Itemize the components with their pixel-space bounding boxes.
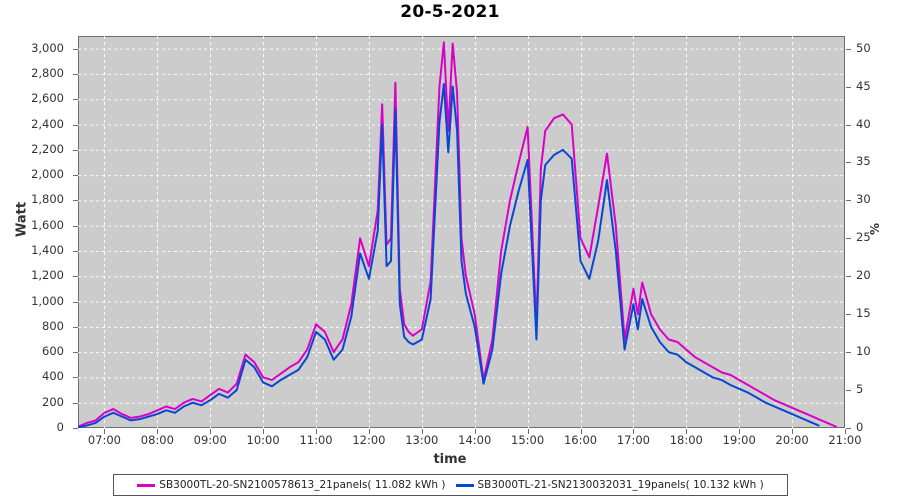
x-axis-tick-label: 09:00: [193, 433, 227, 447]
x-axis-tickmark: [104, 429, 105, 434]
x-axis-tickmark: [686, 429, 687, 434]
y-axis-left-tick-label: 800: [42, 318, 64, 333]
y-axis-left-tick-label: 2,400: [31, 116, 64, 131]
legend-item[interactable]: SB3000TL-21-SN2130032031_19panels( 10.13…: [455, 479, 764, 491]
y-axis-right-tick-label: 15: [856, 306, 871, 321]
x-axis-tick-label: 20:00: [775, 433, 809, 447]
x-axis-tickmark: [422, 429, 423, 434]
y-axis-right-tick-label: 45: [856, 78, 871, 93]
y-axis-right-tickmark: [846, 276, 851, 277]
y-axis-right-tick-label: 25: [856, 230, 871, 245]
y-axis-left-tick-label: 2,200: [31, 141, 64, 156]
x-axis-tickmark: [792, 429, 793, 434]
y-axis-right-tick-label: 50: [856, 40, 871, 55]
x-axis-tickmark: [475, 429, 476, 434]
x-axis-tick-label: 17:00: [616, 433, 650, 447]
x-axis-tick-label: 08:00: [140, 433, 174, 447]
y-axis-right-tickmark: [846, 125, 851, 126]
y-axis-right-tickmark: [846, 87, 851, 88]
legend-color-swatch: [137, 483, 156, 487]
y-axis-left-tickmark: [73, 377, 78, 378]
y-axis-right-tickmark: [846, 390, 851, 391]
y-axis-left-tick-label: 400: [42, 369, 64, 384]
y-axis-left-tickmark: [73, 49, 78, 50]
y-axis-right-tickmark: [846, 238, 851, 239]
y-axis-left-tick-label: 3,000: [31, 40, 64, 55]
y-axis-left-tickmark: [73, 175, 78, 176]
x-axis-tick-label: 11:00: [299, 433, 333, 447]
y-axis-right-tick-label: 30: [856, 192, 871, 207]
x-axis-tick-label: 10:00: [246, 433, 280, 447]
x-axis-tickmark: [263, 429, 264, 434]
y-axis-left-tick-label: 2,600: [31, 91, 64, 106]
legend-item[interactable]: SB3000TL-20-SN2100578613_21panels( 11.08…: [137, 479, 446, 491]
y-axis-right-tick-label: 20: [856, 268, 871, 283]
legend-color-swatch: [455, 483, 474, 487]
y-axis-right-tick-label: 40: [856, 116, 871, 131]
y-axis-left-tickmark: [73, 276, 78, 277]
x-axis-tick-label: 14:00: [458, 433, 492, 447]
x-axis-tick-label: 18:00: [669, 433, 703, 447]
y-axis-left-tickmark: [73, 200, 78, 201]
x-axis-tick-label: 13:00: [405, 433, 439, 447]
x-axis-tickmark: [316, 429, 317, 434]
y-axis-left-tickmark: [73, 352, 78, 353]
y-axis-right-tickmark: [846, 428, 851, 429]
y-axis-right-tickmark: [846, 314, 851, 315]
y-axis-right-tickmark: [846, 162, 851, 163]
y-axis-left-tickmark: [73, 403, 78, 404]
y-axis-right-tickmark: [846, 352, 851, 353]
x-axis-tickmark: [845, 429, 846, 434]
y-axis-left-tickmark: [73, 226, 78, 227]
legend-label: SB3000TL-21-SN2130032031_19panels( 10.13…: [477, 479, 764, 491]
y-axis-left-tickmark: [73, 99, 78, 100]
y-axis-left-tick-label: 1,600: [31, 217, 64, 232]
plot-canvas: [78, 36, 845, 428]
x-axis-label: time: [433, 452, 467, 467]
x-axis-tick-label: 16:00: [563, 433, 598, 447]
y-axis-right-tick-label: 10: [856, 344, 871, 359]
y-axis-left-tick-label: 1,800: [31, 192, 64, 207]
y-axis-right-tick-label: 35: [856, 154, 871, 169]
y-axis-right-tickmark: [846, 49, 851, 50]
x-axis-tickmark: [157, 429, 158, 434]
x-axis-tickmark: [369, 429, 370, 434]
legend-label: SB3000TL-20-SN2100578613_21panels( 11.08…: [159, 479, 446, 491]
y-axis-left-tickmark: [73, 74, 78, 75]
y-axis-right-tick-label: 0: [856, 420, 864, 434]
y-axis-left-tickmark: [73, 125, 78, 126]
y-axis-left-tickmark: [73, 251, 78, 252]
y-axis-left-tickmark: [73, 302, 78, 303]
chart-legend: SB3000TL-20-SN2100578613_21panels( 11.08…: [113, 474, 788, 496]
y-axis-left-tickmark: [73, 327, 78, 328]
x-axis-tickmark: [739, 429, 740, 434]
x-axis-tick-label: 12:00: [352, 433, 386, 447]
y-axis-left-tickmark: [73, 428, 78, 429]
y-axis-left-label: Watt: [14, 201, 30, 238]
chart-title: 20-5-2021: [400, 2, 500, 22]
y-axis-left-tick-label: 2,800: [31, 65, 64, 80]
y-axis-left-tick-label: 1,200: [31, 268, 64, 283]
x-axis-tick-label: 07:00: [87, 433, 122, 447]
x-axis-tick-label: 19:00: [722, 433, 756, 447]
y-axis-left-tick-label: 0: [56, 420, 64, 434]
x-axis-tickmark: [633, 429, 634, 434]
y-axis-right-tick-label: 5: [856, 382, 864, 397]
x-axis-tick-label: 21:00: [828, 433, 862, 447]
y-axis-left-tick-label: 1,400: [31, 242, 64, 257]
x-axis-tick-label: 15:00: [511, 433, 545, 447]
y-axis-right-tickmark: [846, 200, 851, 201]
y-axis-left-tick-label: 200: [42, 394, 64, 409]
y-axis-right-label: %: [868, 222, 882, 236]
y-axis-left-tick-label: 600: [42, 344, 64, 359]
x-axis-tickmark: [210, 429, 211, 434]
x-axis-tickmark: [581, 429, 582, 434]
x-axis-tickmark: [528, 429, 529, 434]
y-axis-left-tick-label: 1,000: [31, 293, 64, 308]
y-axis-left-tickmark: [73, 150, 78, 151]
y-axis-left-tick-label: 2,000: [31, 167, 64, 182]
